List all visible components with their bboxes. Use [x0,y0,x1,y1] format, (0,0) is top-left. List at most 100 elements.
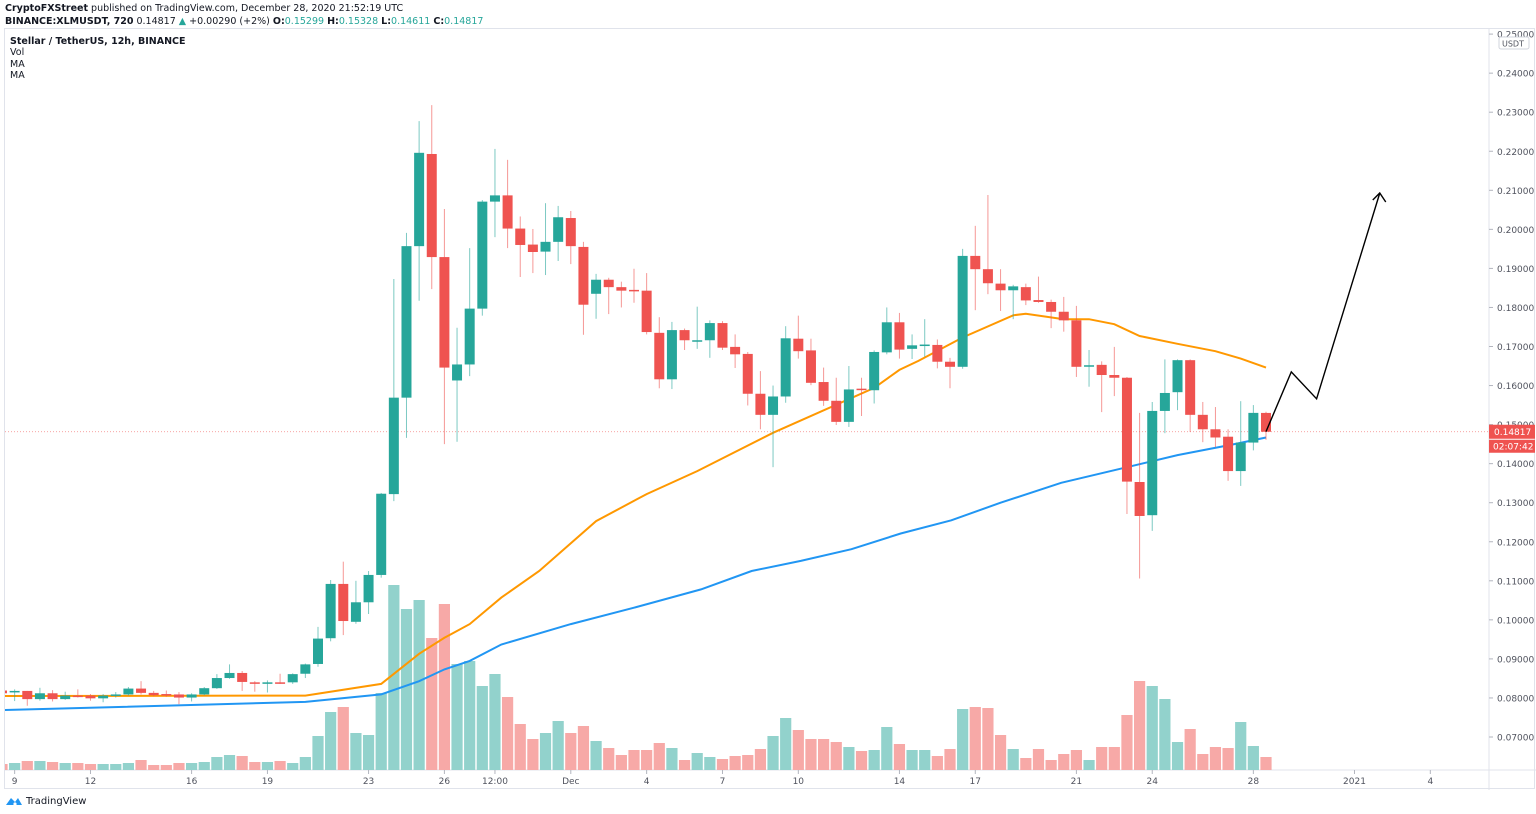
volume-bar-down [1058,754,1070,770]
legend-ma-slow[interactable]: MA [10,69,25,81]
volume-bar-down [754,749,766,770]
candle-up [666,330,677,380]
price-chart[interactable]: 0.25000 0.24000 0.23000 0.22000 0.21000 0.200… [0,29,1536,790]
candle-down [894,322,905,350]
candle-down [603,279,614,288]
volume-bar-down [1108,747,1120,770]
volume-bar-up [1146,686,1158,770]
volume-bar-up [906,750,918,770]
volume-bar-up [34,761,46,770]
price-tick-label: 0.14000 [1497,460,1534,470]
volume-bar-down [148,765,160,770]
candle-up [224,672,235,679]
candle-down [136,688,147,693]
time-tick-label: 24 [1147,777,1159,787]
candle-up [9,690,20,693]
candle-up [401,246,412,398]
countdown-badge [1489,439,1535,453]
volume-bar-down [173,763,185,770]
candle-up [211,678,222,689]
published-text: published on TradingView.com, December 2… [88,3,404,14]
price-tick-label: 0.12000 [1497,538,1534,548]
candle-down [970,255,981,270]
volume-bar-up [362,735,375,770]
time-tick-label: 26 [439,777,451,787]
candle-down [616,287,627,291]
volume-bar-down [274,761,286,770]
volume-bar-up [881,727,893,770]
candle-up [957,255,968,367]
candle-up [388,397,399,495]
volume-bar-down [830,742,842,770]
candle-up [325,583,336,639]
volume-bar-down [1070,750,1082,770]
currency-badge [1498,36,1530,50]
volume-bar-up [198,762,210,770]
volume-bar-down [1134,681,1146,770]
candle-up [1248,412,1259,443]
candle-down [502,195,513,229]
price-tick-label: 0.21000 [1497,187,1534,197]
volume-bar-down [1045,760,1057,770]
volume-bar-up [1159,699,1171,770]
candle-up [881,322,892,353]
candle-up [540,241,551,252]
volume-bar-down [21,761,33,770]
price-tick-label: 0.09000 [1497,655,1534,665]
candle-down [1033,300,1044,302]
candle-down [439,257,450,368]
candle-down [742,353,753,394]
candle-up [1147,410,1158,516]
volume-bar-up [388,585,400,770]
volume-bar-up [350,733,362,770]
projection-arrow-line [1265,192,1381,432]
volume-bar-up [1007,749,1019,770]
volume-bar-down [944,749,956,770]
arrowhead-icon [1372,191,1387,203]
candle-down [0,690,7,694]
volume-bar-down [893,744,906,770]
tradingview-brand: TradingView [26,795,87,807]
volume-bar-down [994,735,1007,770]
legend-volume[interactable]: Vol [10,47,25,59]
time-tick-label: 16 [186,777,198,787]
low-label: L: [381,16,392,27]
volume-bar-down [628,750,640,770]
candle-down [173,694,184,698]
candle-up [287,674,298,683]
volume-bar-down [438,604,450,770]
tradingview-footer[interactable]: TradingView [5,795,86,807]
legend-ma-fast[interactable]: MA [10,58,25,70]
candle-up [489,195,500,202]
price-tick-label: 0.18000 [1497,304,1534,314]
candle-up [376,493,387,575]
time-tick-label: 23 [363,777,374,787]
open-value: 0.15299 [284,16,325,27]
candle-up [591,279,602,294]
candle-up [907,345,918,349]
volume-bar-up [400,609,413,770]
candle-down [1058,311,1069,321]
candle-up [60,695,71,700]
up-arrow-icon: ▲ [178,16,187,27]
candle-down [85,695,96,699]
volume-bar-down [236,756,248,770]
volume-bar-up [97,764,109,770]
candle-up [414,152,425,247]
volume-bar-up [9,763,21,770]
volume-bar-up [476,686,488,770]
candle-up [110,694,121,696]
chart-panel[interactable]: 0.25000 0.24000 0.23000 0.22000 0.21000 0.200… [0,28,1536,790]
publisher-name[interactable]: CryptoFXStreet [5,3,89,14]
high-value: 0.15328 [338,16,379,27]
price-tick-label: 0.25000 [1497,31,1534,41]
candle-down [527,244,538,252]
volume-bar-up [1083,760,1095,770]
candle-down [1210,429,1221,438]
candle-down [148,692,159,696]
candle-down [338,583,349,622]
price-change: +0.00290 (+2%) [189,16,270,27]
low-value: 0.14611 [391,16,431,27]
legend-title[interactable]: Stellar / TetherUS, 12h, BINANCE [10,36,186,47]
candle-up [768,396,779,415]
